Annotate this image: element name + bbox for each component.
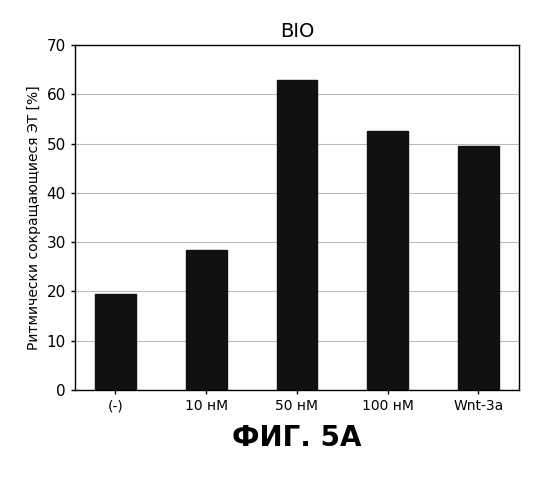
Bar [458, 146, 499, 390]
Bar [367, 131, 408, 390]
Bar [277, 80, 317, 390]
X-axis label: ФИГ. 5А: ФИГ. 5А [232, 424, 362, 452]
Bar [95, 294, 136, 390]
Bar [186, 250, 227, 390]
Title: BIO: BIO [280, 22, 314, 40]
Y-axis label: Ритмически сокращающиеся ЭТ [%]: Ритмически сокращающиеся ЭТ [%] [27, 85, 41, 350]
